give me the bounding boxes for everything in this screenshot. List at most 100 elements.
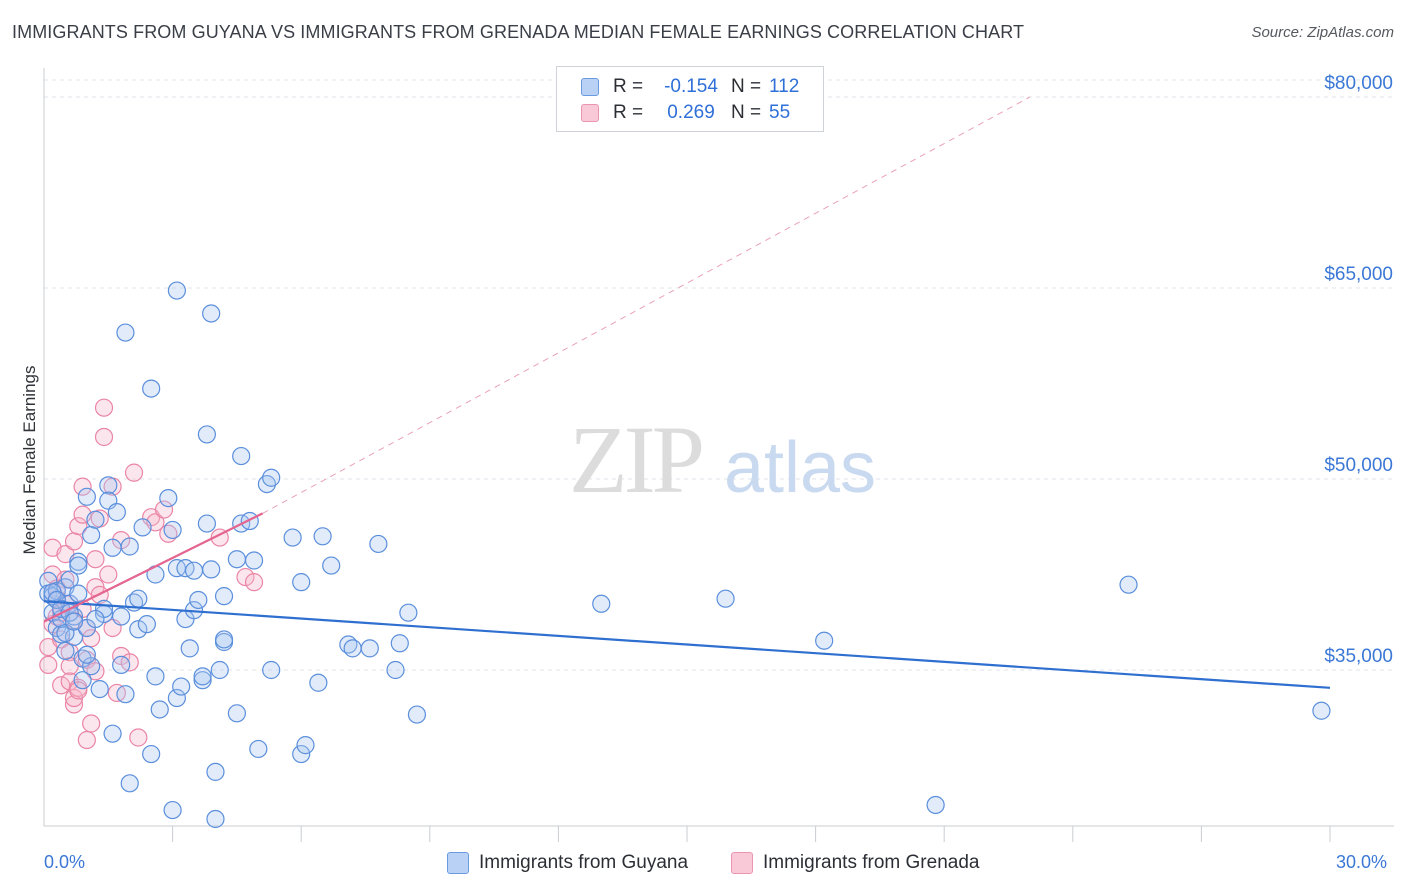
- guyana-point: [283, 528, 302, 547]
- r-label: R =: [613, 76, 644, 97]
- guyana-point: [77, 645, 96, 664]
- guyana-point: [322, 556, 341, 575]
- guyana-point: [159, 489, 178, 508]
- n-label: N =: [731, 76, 762, 97]
- guyana-point: [343, 639, 362, 658]
- guyana-point: [120, 774, 139, 793]
- y-tick-labels: $35,000 $50,000 $65,000 $80,000: [1324, 73, 1393, 667]
- guyana-point: [407, 705, 427, 724]
- guyana-point: [202, 560, 221, 579]
- legend-row-guyana: R = -0.154 N = 112: [581, 74, 799, 100]
- grenada-point: [82, 714, 101, 733]
- guyana-point: [73, 671, 92, 690]
- guyana-point: [926, 795, 945, 815]
- guyana-point: [313, 527, 332, 546]
- y-tick-label: $80,000: [1324, 73, 1393, 94]
- grenada-point: [86, 550, 105, 569]
- grenada-point: [73, 477, 92, 496]
- guyana-point: [69, 552, 88, 571]
- guyana-point: [137, 615, 156, 634]
- guyana-point: [150, 700, 169, 719]
- guyana-point: [180, 639, 199, 658]
- guyana-point: [82, 525, 101, 545]
- watermark: ZIP atlas: [569, 406, 876, 513]
- guyana-point: [116, 323, 135, 342]
- guyana-point: [227, 704, 246, 723]
- guyana-point: [716, 589, 735, 608]
- grenada-point: [244, 573, 264, 592]
- grenada-legend-swatch: [731, 852, 753, 874]
- guyana-point: [227, 550, 246, 569]
- guyana-point: [292, 573, 311, 592]
- guyana-point: [360, 639, 379, 658]
- guyana-point: [369, 534, 388, 554]
- guyana-point: [99, 476, 118, 495]
- guyana-point: [386, 660, 405, 680]
- y-tick-label: $35,000: [1324, 646, 1393, 667]
- grenada-trend-extension: [262, 96, 1031, 514]
- guyana-points: [39, 281, 1331, 829]
- guyana-point: [120, 537, 139, 556]
- guyana-point: [69, 584, 88, 603]
- guyana-point: [163, 520, 182, 540]
- guyana-point: [189, 590, 208, 610]
- guyana-point: [197, 514, 216, 533]
- guyana-point: [232, 446, 251, 466]
- n-value: 55: [769, 102, 791, 123]
- guyana-point: [90, 679, 109, 699]
- grenada-point: [154, 500, 174, 519]
- guyana-point: [815, 631, 834, 650]
- guyana-point: [77, 487, 96, 506]
- grenada-point: [77, 730, 96, 750]
- guyana-point: [172, 677, 191, 696]
- guyana-point: [129, 589, 148, 608]
- guyana-point: [56, 641, 75, 661]
- y-axis-label: Median Female Earnings: [20, 365, 39, 555]
- guyana-point: [309, 673, 328, 692]
- guyana-point: [244, 551, 264, 570]
- grenada-trend-line: [43, 512, 264, 623]
- legend-item-grenada: Immigrants from Grenada: [731, 852, 979, 874]
- guyana-point: [86, 510, 105, 529]
- grenada-point: [69, 681, 88, 700]
- guyana-swatch: [581, 78, 599, 96]
- guyana-point: [296, 736, 315, 755]
- grenada-point: [236, 567, 255, 587]
- grenada-point: [124, 463, 144, 482]
- grenada-point: [129, 728, 148, 747]
- guyana-point: [240, 511, 259, 531]
- grenada-point: [69, 517, 88, 536]
- guyana-point: [69, 556, 88, 575]
- guyana-point: [60, 570, 79, 589]
- x-tick-label-max: 30.0%: [1336, 852, 1388, 872]
- guyana-point: [103, 538, 122, 557]
- guyana-point: [399, 603, 418, 622]
- guyana-point: [262, 468, 281, 487]
- guyana-point: [214, 587, 234, 606]
- grenada-point: [64, 695, 84, 714]
- grenada-point: [99, 565, 118, 584]
- trend-lines: [43, 96, 1331, 689]
- guyana-point: [107, 503, 126, 522]
- guyana-point: [202, 304, 221, 323]
- x-tick-label-min: 0.0%: [44, 852, 86, 872]
- grenada-swatch: [581, 104, 599, 122]
- r-value: -0.154: [664, 76, 718, 97]
- guyana-point: [146, 667, 165, 686]
- grenada-point: [94, 427, 114, 447]
- n-value: 112: [769, 76, 800, 97]
- guyana-point: [167, 281, 186, 300]
- guyana-point: [112, 607, 131, 626]
- guyana-point: [592, 594, 611, 613]
- guyana-point: [112, 655, 131, 675]
- guyana-point: [193, 671, 212, 690]
- guyana-point: [64, 627, 84, 646]
- axes: [43, 68, 1394, 842]
- r-label: R =: [613, 102, 644, 123]
- guyana-point: [163, 800, 182, 820]
- guyana-legend-swatch: [447, 852, 469, 874]
- guyana-point: [116, 685, 135, 704]
- source-label: Source: ZipAtlas.com: [1251, 24, 1394, 41]
- legend-label-guyana: Immigrants from Guyana: [479, 852, 689, 873]
- guyana-point: [197, 425, 216, 444]
